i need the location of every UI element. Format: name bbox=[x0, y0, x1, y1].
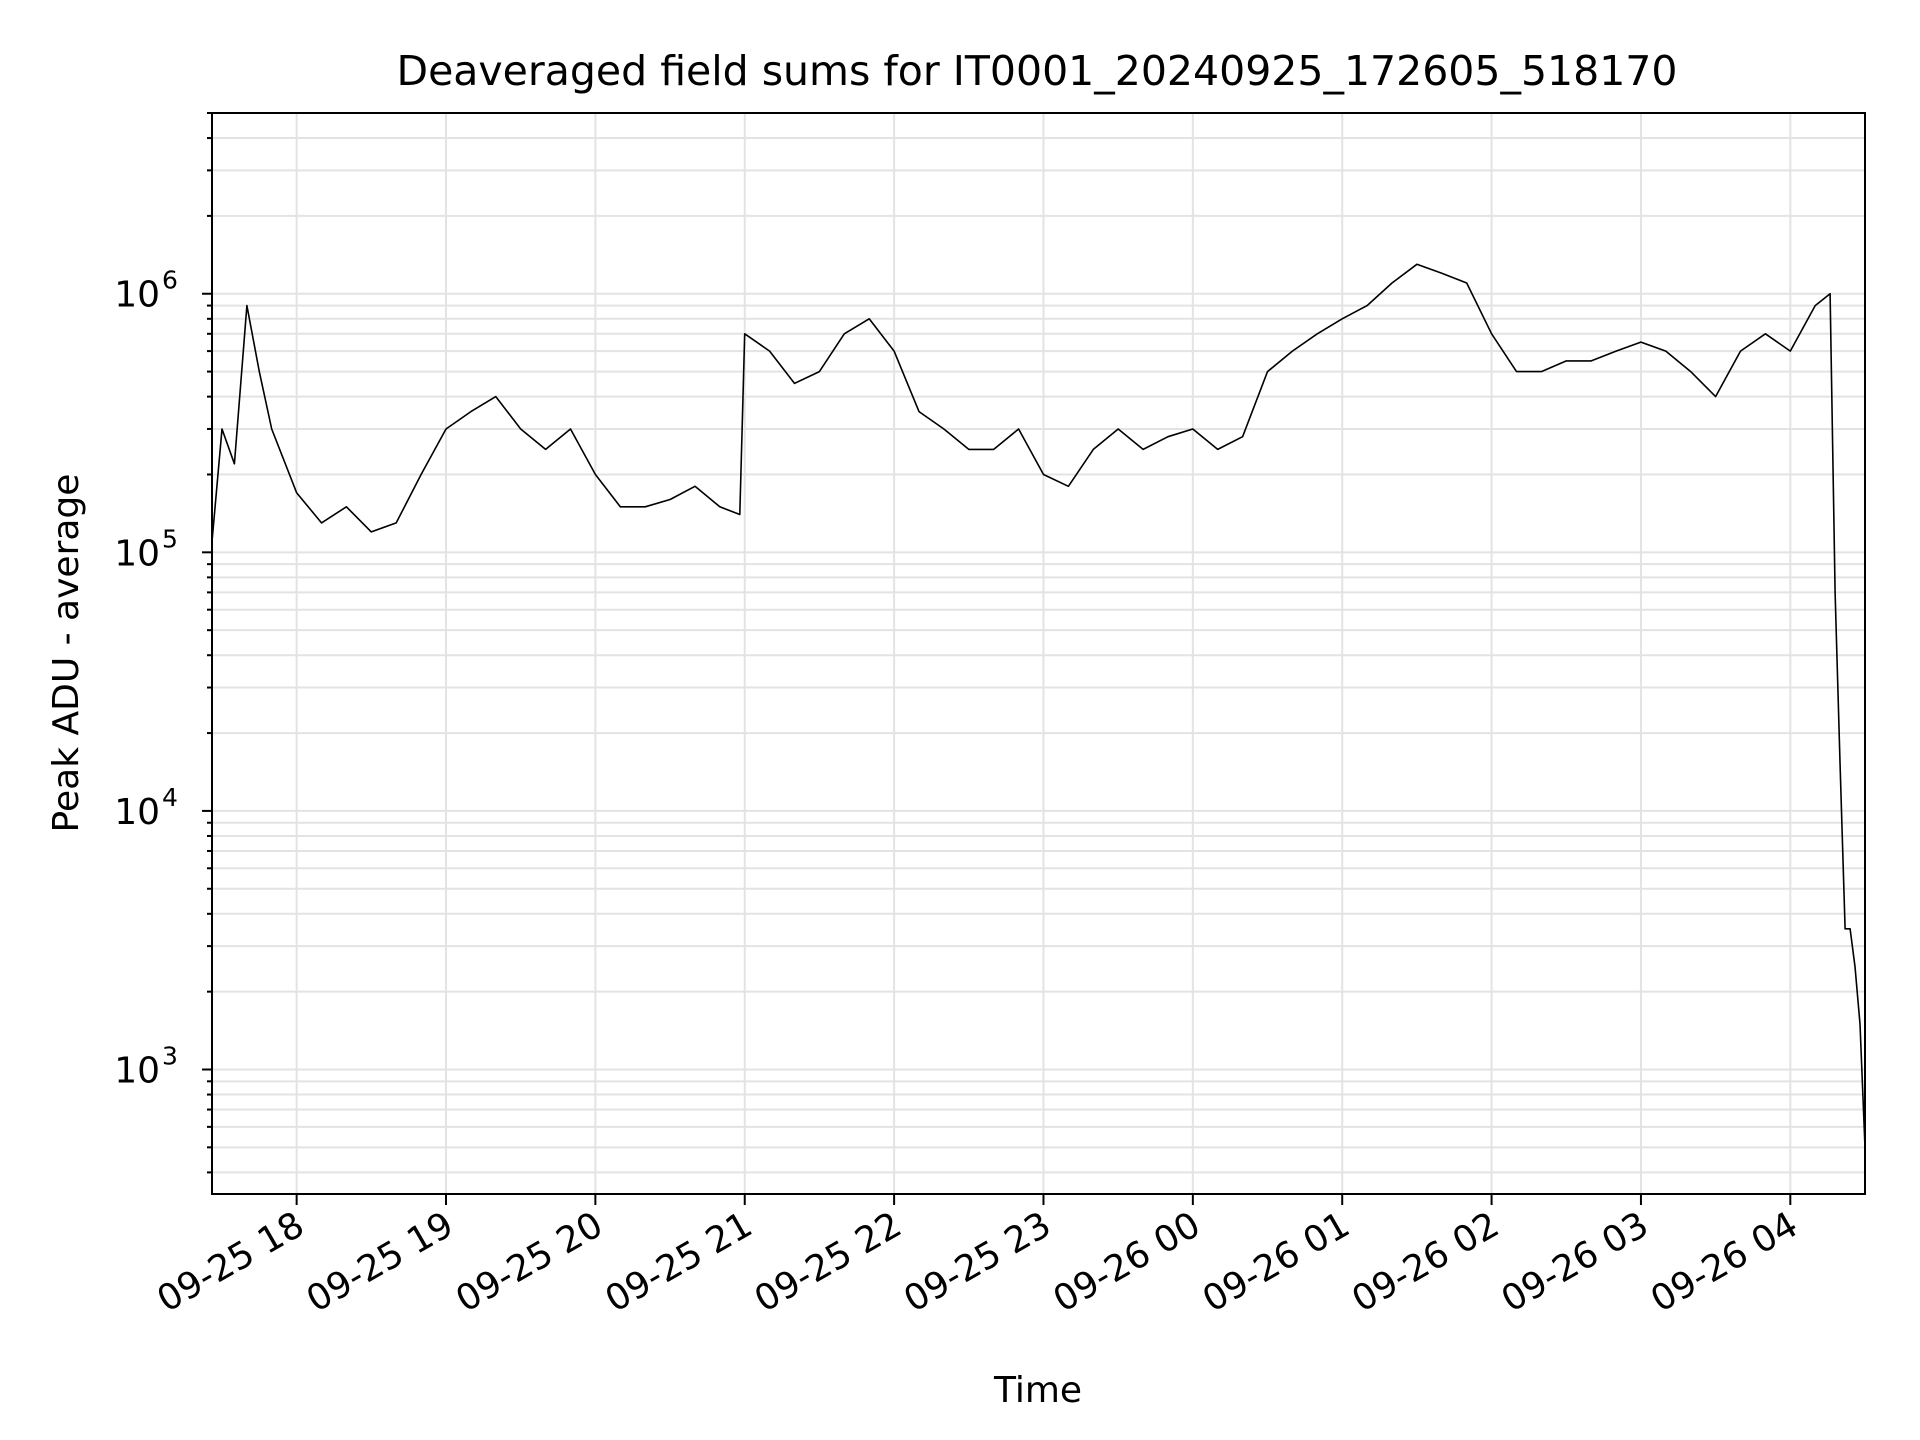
series-line bbox=[211, 263, 1866, 1148]
y-tick-label: 10 5 bbox=[114, 524, 178, 574]
y-axis-label: Peak ADU - average bbox=[46, 474, 87, 833]
y-tick-label-base: 10 bbox=[114, 275, 160, 316]
y-tick-label-base: 10 bbox=[114, 1050, 160, 1091]
y-tick-label: 10 6 bbox=[114, 266, 178, 316]
series-layer bbox=[211, 263, 1866, 1148]
y-tick-label-exponent: 6 bbox=[162, 266, 178, 295]
y-tick-label: 10 4 bbox=[114, 783, 178, 833]
plot-area bbox=[212, 113, 1865, 1194]
y-tick-label-base: 10 bbox=[114, 792, 160, 833]
y-tick-label: 10 3 bbox=[114, 1041, 178, 1091]
x-axis-label: Time bbox=[993, 1370, 1082, 1411]
y-tick-label-exponent: 3 bbox=[162, 1041, 178, 1070]
grid-lines bbox=[212, 112, 1865, 1194]
y-tick-label-exponent: 4 bbox=[162, 783, 178, 812]
chart-title: Deaveraged field sums for IT0001_2024092… bbox=[397, 47, 1678, 95]
y-tick-label-base: 10 bbox=[114, 533, 160, 574]
y-tick-label-exponent: 5 bbox=[162, 524, 178, 553]
plot-frame bbox=[211, 112, 1866, 1195]
